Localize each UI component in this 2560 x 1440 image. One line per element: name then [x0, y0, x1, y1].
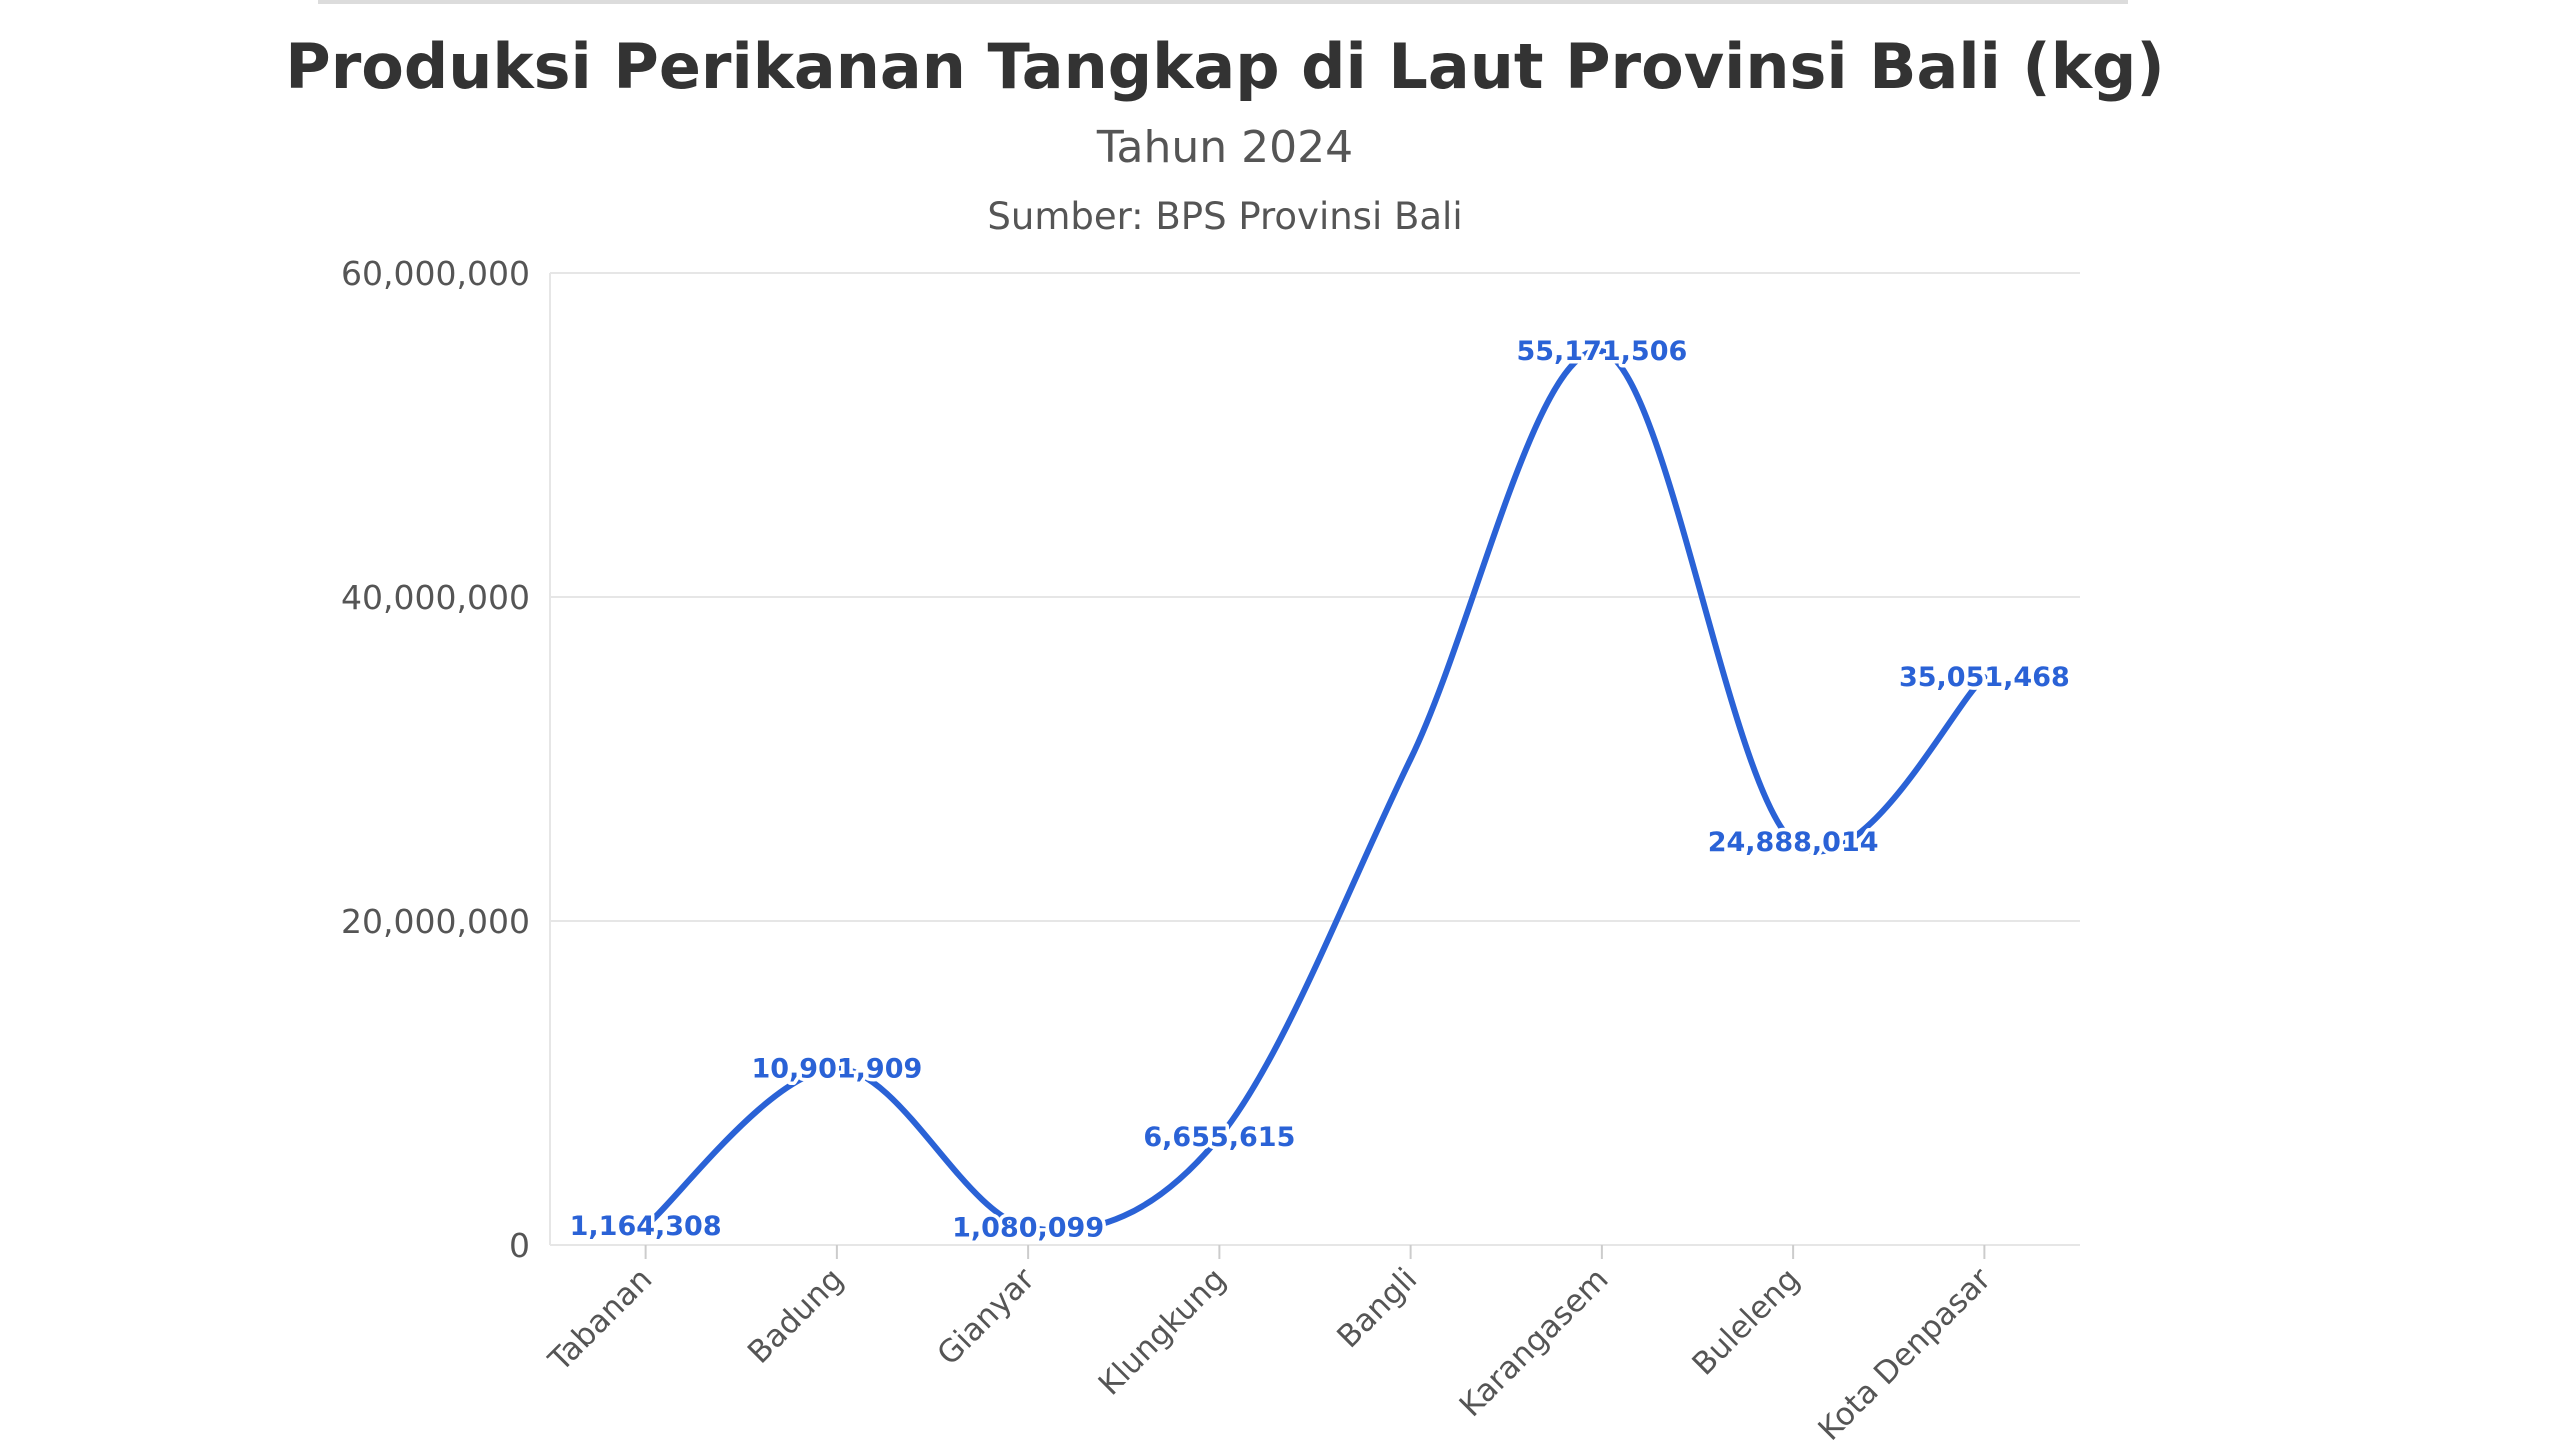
data-label: 24,888,014 — [1708, 827, 1879, 858]
x-category-label: Klungkung — [1092, 1261, 1233, 1402]
data-label: 35,051,468 — [1899, 662, 2070, 693]
data-label: 1,164,308 — [570, 1211, 722, 1242]
x-category-label: Gianyar — [931, 1261, 1042, 1372]
x-category-label: Kota Denpasar — [1811, 1261, 1998, 1440]
x-category-label: Karangasem — [1453, 1261, 1616, 1424]
series — [642, 348, 1988, 1234]
data-label: 1,080,099 — [952, 1213, 1104, 1244]
y-tick-label: 40,000,000 — [341, 578, 530, 617]
data-point — [1408, 756, 1414, 762]
top-divider — [318, 0, 2128, 4]
y-tick-label: 20,000,000 — [341, 902, 530, 941]
gridlines — [550, 272, 2080, 1246]
y-tick-label: 60,000,000 — [341, 254, 530, 293]
data-label: 10,901,909 — [751, 1053, 922, 1084]
x-category-label: Bangli — [1330, 1261, 1424, 1355]
data-label: 6,655,615 — [1143, 1122, 1295, 1153]
data-label: 55,171,506 — [1516, 336, 1687, 367]
x-category-label: Buleleng — [1685, 1261, 1806, 1382]
chart-source: Sumber: BPS Provinsi Bali — [987, 195, 1463, 238]
data-labels: 1,164,308 10,901,909 1,080,099 6,655,615 55,… — [566, 333, 2073, 1247]
x-category-label: Tabanan — [541, 1261, 659, 1379]
y-tick-label: 0 — [509, 1226, 530, 1265]
chart-title: Produksi Perikanan Tangkap di Laut Provi… — [285, 30, 2165, 103]
chart-subtitle: Tahun 2024 — [1096, 122, 1354, 173]
series-line — [642, 348, 1988, 1234]
x-category-label: Badung — [741, 1261, 851, 1371]
